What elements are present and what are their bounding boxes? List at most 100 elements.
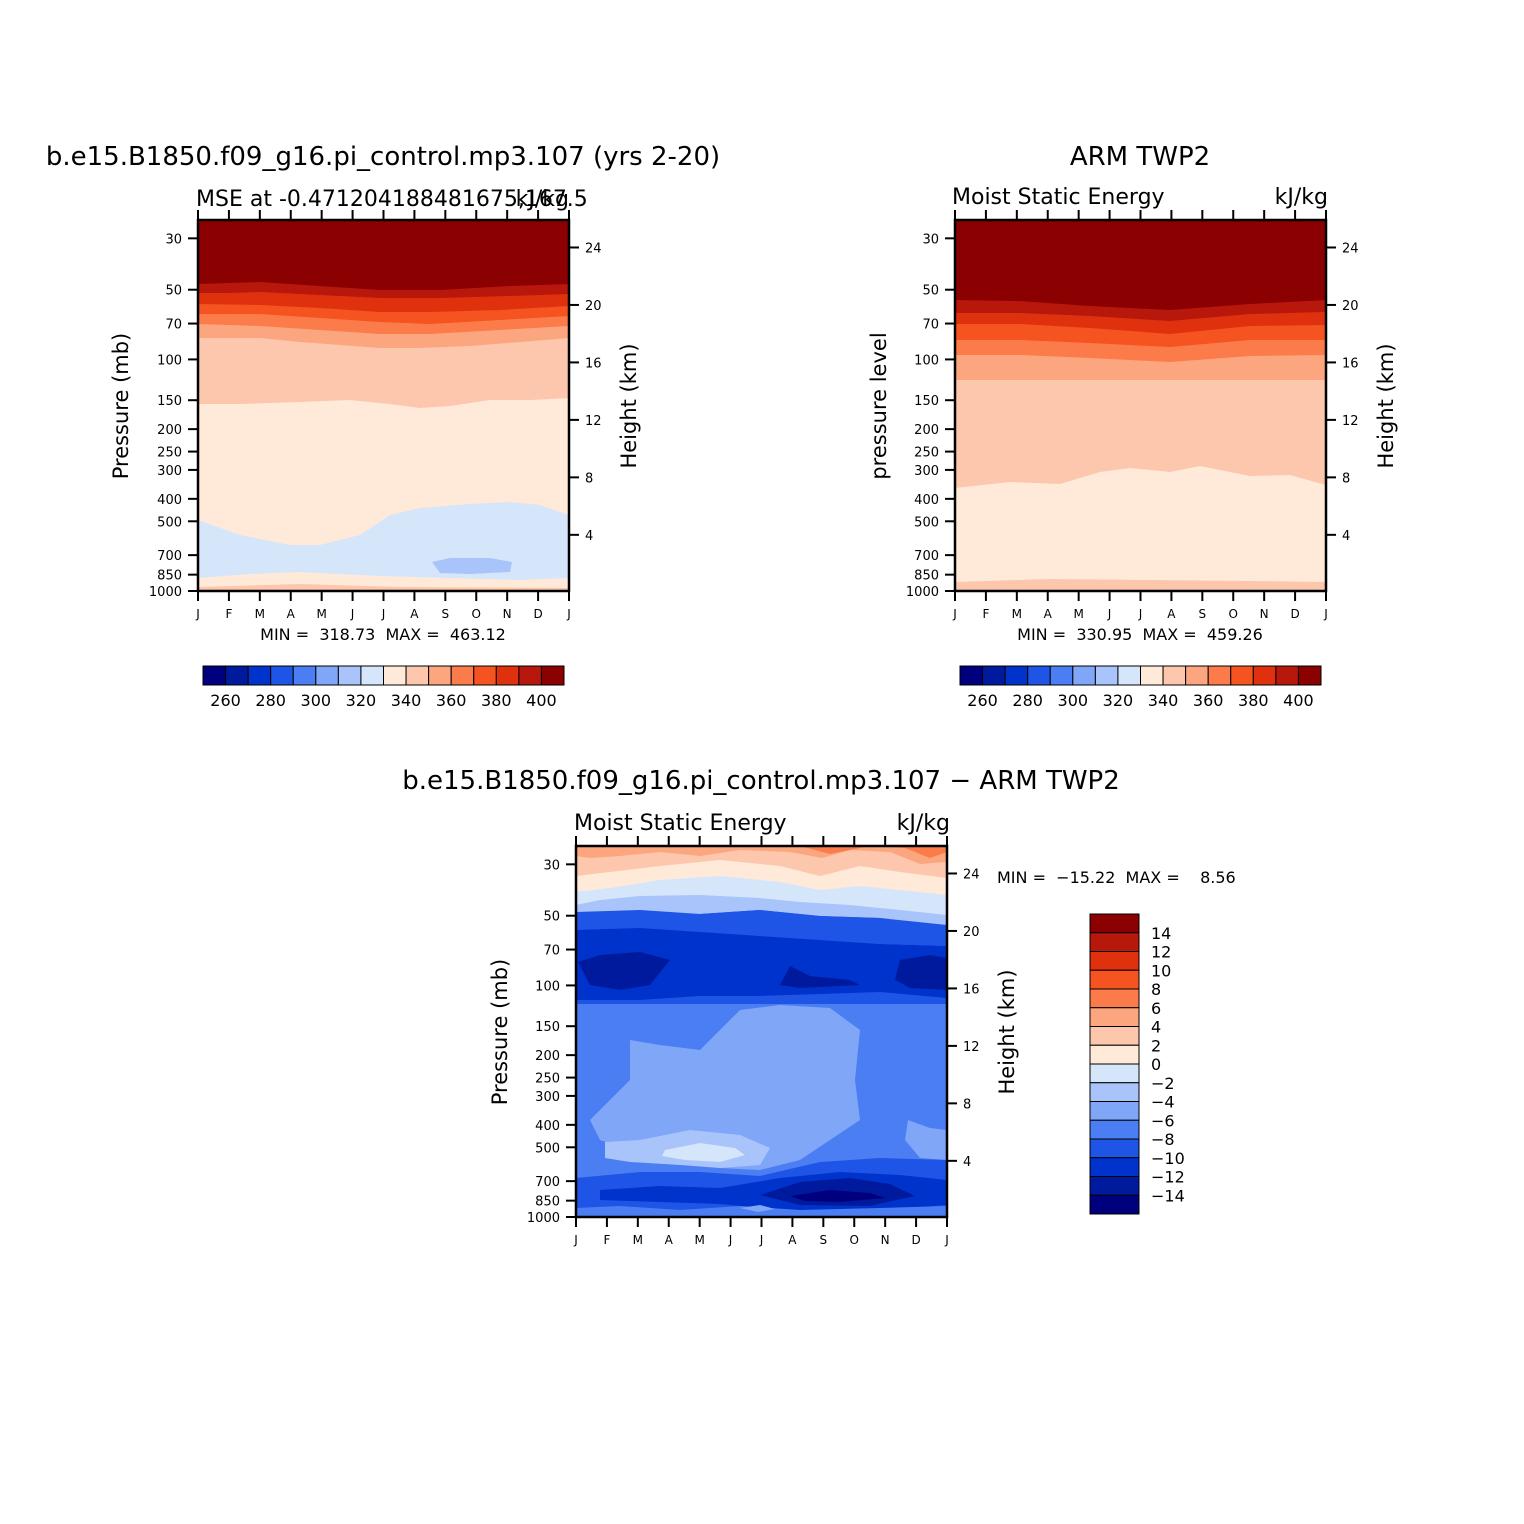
colorbar-swatch [450,665,475,686]
colorbar-label: 320 [346,691,377,710]
panel-diff-subtitle-left: Moist Static Energy [574,811,787,836]
colorbar-swatch [1089,1194,1140,1215]
colorbar-label: 280 [1012,691,1043,710]
colorbar-swatch [1072,665,1096,686]
colorbar-label: −10 [1151,1149,1185,1168]
colorbar-label: 280 [255,691,286,710]
contour-fill-minus11 [576,928,947,1000]
panel-diff-min-max: MIN = −15.22 MAX = 8.56 [997,868,1236,887]
y-tick-label: 30 [922,232,939,247]
panel-obs-y-ticks-right: 24 20 16 12 8 4 [1326,241,1359,544]
x-tick-label: A [287,607,296,621]
y-tick-label: 400 [535,1119,560,1134]
y-right-tick-label: 4 [585,529,593,544]
x-tick-label: S [442,607,450,621]
y-tick-label: 50 [922,284,939,299]
colorbar-swatch [360,665,384,686]
contour-fill-minus13-b [780,966,860,988]
panel-model-title: b.e15.B1850.f09_g16.pi_control.mp3.107 (… [46,142,720,172]
colorbar-swatch [225,665,249,686]
colorbar-label: 0 [1151,1055,1161,1074]
contour-fill-top [198,220,569,290]
y-tick-label: 250 [535,1072,560,1087]
x-tick-label: A [1167,607,1176,621]
contour-fill-minus5-surface [740,1205,775,1212]
panel-diff-ylabel: Pressure (mb) [488,959,512,1106]
x-tick-label: D [1290,607,1299,621]
colorbar-swatch [405,665,430,686]
colorbar-label: 360 [1193,691,1224,710]
contour-fill-350-surface [198,584,569,591]
colorbar-swatch [1185,665,1209,686]
y-right-tick-label: 16 [585,356,602,371]
colorbar-swatch [337,665,362,686]
colorbar-swatch [518,665,542,686]
colorbar-swatch [1089,1063,1140,1084]
colorbar-label: 2 [1151,1036,1161,1055]
y-right-tick-label: 8 [585,471,593,486]
x-tick-label: N [881,1233,890,1247]
colorbar-swatch [540,665,565,686]
colorbar-label: −8 [1151,1130,1175,1149]
x-tick-label: A [788,1233,797,1247]
contour-fill-7 [576,846,947,858]
y-tick-label: 1000 [527,1211,560,1226]
x-tick-label: F [225,607,232,621]
x-tick-label: O [1229,607,1238,621]
y-tick-label: 500 [914,515,939,530]
colorbar-label: −12 [1151,1168,1185,1187]
colorbar-label: 260 [967,691,998,710]
colorbar-label: 300 [301,691,332,710]
colorbar-label: 360 [436,691,467,710]
x-tick-label: F [982,607,989,621]
colorbar-swatch [1089,1044,1140,1065]
x-tick-label: M [633,1233,643,1247]
x-tick-label: J [573,1233,578,1247]
x-tick-label: N [503,607,512,621]
y-right-tick-label: 20 [963,925,980,940]
colorbar-swatch [495,665,520,686]
y-right-tick-label: 4 [1342,529,1350,544]
x-tick-label: J [952,607,957,621]
y-tick-label: 250 [914,446,939,461]
panel-obs-min-max: MIN = 330.95 MAX = 459.26 [1017,625,1263,644]
colorbar-swatch [1089,988,1140,1009]
y-right-tick-label: 16 [1342,356,1359,371]
y-tick-label: 70 [165,318,182,333]
y-tick-label: 30 [165,232,182,247]
colorbar-label: 300 [1058,691,1089,710]
colorbar-swatch [982,665,1006,686]
x-tick-label: J [944,1233,949,1247]
panel-diff-y-ticks-right: 24 20 16 12 8 4 [947,867,980,1170]
y-tick-label: 500 [535,1141,560,1156]
x-tick-label: S [820,1233,828,1247]
y-tick-label: 150 [914,394,939,409]
colorbar-swatch [1004,665,1029,686]
x-tick-label: A [665,1233,674,1247]
colorbar-swatch [1089,951,1140,971]
contour-fill-5 [576,846,947,864]
y-tick-label: 100 [535,979,560,994]
colorbar-label: −4 [1151,1093,1175,1112]
contour-fill-minus7-surface [576,1206,947,1217]
colorbar-label: 6 [1151,999,1161,1018]
colorbar-swatch [1027,665,1051,686]
colorbar-swatch [315,665,339,686]
contour-fill-minus15-low [790,1190,885,1202]
colorbar-swatch [1089,1138,1140,1159]
x-tick-label: M [694,1233,704,1247]
contour-fill-3 [576,846,947,878]
x-tick-label: J [195,607,200,621]
y-tick-label: 300 [157,464,182,479]
colorbar-swatch [1089,1082,1140,1102]
x-tick-label: J [759,1233,764,1247]
colorbar-swatch [428,665,452,686]
colorbar-label: 14 [1151,924,1171,943]
panel-diff-subtitle-right: kJ/kg [897,811,950,836]
x-tick-label: J [1107,607,1112,621]
panel-diff-contours [576,846,947,1217]
